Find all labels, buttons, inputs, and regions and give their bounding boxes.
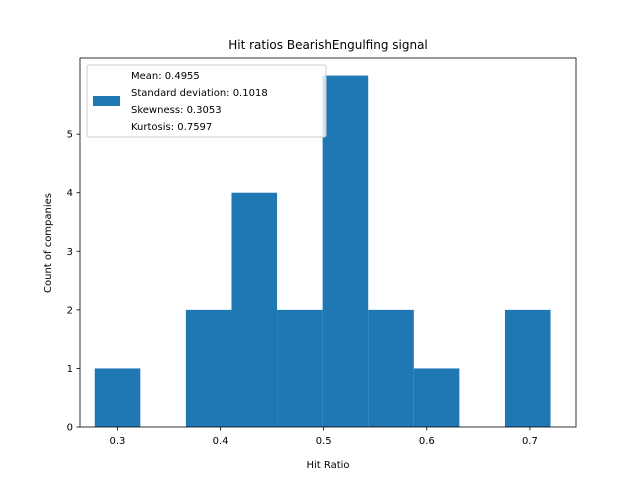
legend-entry-line: Mean: 0.4955 xyxy=(131,71,200,82)
x-tick-label: 0.7 xyxy=(522,436,538,447)
bars-group xyxy=(94,75,551,428)
histogram-bar-6 xyxy=(368,309,414,427)
y-tick-label: 0 xyxy=(67,423,73,434)
histogram-bar-9 xyxy=(504,309,551,427)
x-axis-label: Hit Ratio xyxy=(306,460,349,471)
legend-box xyxy=(86,64,327,138)
legend-swatch xyxy=(93,96,120,106)
y-tick-label: 1 xyxy=(67,364,73,375)
legend-entry-line: Skewness: 0.3053 xyxy=(131,105,222,116)
x-tick-label: 0.6 xyxy=(419,436,435,447)
legend-entry-line: Kurtosis: 0.7597 xyxy=(131,122,212,133)
legend-entry-line: Standard deviation: 0.1018 xyxy=(131,88,268,99)
plot-frame xyxy=(79,57,577,428)
axes-group: 0.3 0.4 0.5 0.6 0.7 0 1 2 3 4 5 xyxy=(67,57,577,447)
x-tick-label: 0.3 xyxy=(109,436,125,447)
y-tick-label: 5 xyxy=(67,130,73,141)
histogram-bar-2 xyxy=(185,309,232,427)
histogram-bar-5 xyxy=(322,75,369,428)
histogram-bar-3 xyxy=(231,192,278,427)
histogram-bar-0 xyxy=(94,368,141,427)
x-tick-label: 0.4 xyxy=(213,436,229,447)
histogram-bar-7 xyxy=(413,368,460,427)
chart-title: Hit ratios BearishEngulfing signal xyxy=(228,38,428,52)
y-axis-label: Count of companies xyxy=(43,193,54,293)
y-tick-label: 2 xyxy=(67,305,73,316)
histogram-bar-4 xyxy=(277,309,323,427)
legend: Mean: 0.4955 Standard deviation: 0.1018 Sk… xyxy=(86,64,327,138)
y-tick-label: 4 xyxy=(67,188,73,199)
y-tick-label: 3 xyxy=(67,247,73,258)
x-tick-label: 0.5 xyxy=(316,436,332,447)
